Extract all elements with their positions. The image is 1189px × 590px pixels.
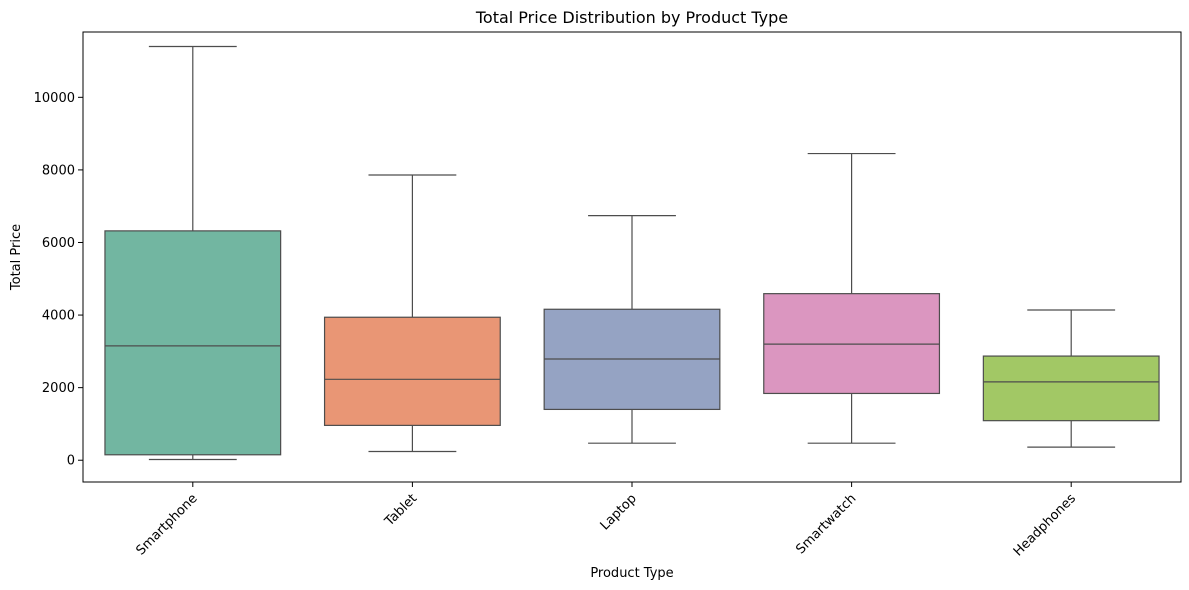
y-tick-label: 10000 [34,91,75,106]
y-axis-label: Total Price [9,224,24,291]
box-tablet [323,316,501,426]
y-tick-label: 2000 [42,381,75,396]
x-axis-label: Product Type [590,566,673,581]
y-tick-label: 8000 [42,163,75,178]
box-headphones [982,355,1160,422]
y-tick-label: 0 [67,454,75,469]
box-smartphone [104,230,282,456]
y-tick-label: 6000 [42,236,75,251]
plot-frame [82,31,1182,483]
chart-title: Total Price Distribution by Product Type [475,8,788,27]
y-tick-label: 4000 [42,309,75,324]
